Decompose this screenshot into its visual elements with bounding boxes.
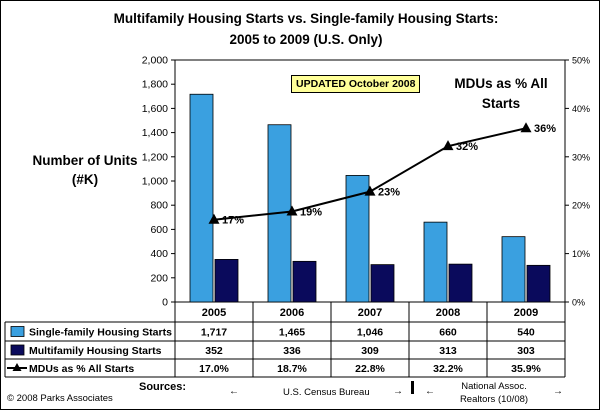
copyright-text: © 2008 Parks Associates (7, 393, 113, 404)
line-point-marker (286, 205, 298, 216)
right-axis-label-line1: MDUs as % All (454, 76, 548, 91)
table-cell-value: 309 (361, 345, 379, 357)
line-point-label: 17% (222, 215, 244, 227)
y-axis-label-line1: Number of Units (32, 153, 138, 168)
bar-multifamily (448, 263, 473, 303)
line-point-marker (520, 122, 532, 133)
x-category-label: 2006 (280, 307, 304, 319)
y-tick-label: 1,600 (142, 103, 168, 115)
x-category-label: 2007 (358, 307, 382, 319)
arrow-right-icon: → (553, 386, 563, 397)
y-tick-label: 200 (150, 272, 168, 284)
census-source: U.S. Census Bureau (283, 387, 370, 398)
y2-tick-label: 30% (572, 152, 590, 162)
bar-single-family (423, 221, 448, 303)
y2-tick-label: 10% (572, 249, 590, 259)
y-tick-label: 1,000 (142, 176, 168, 188)
line-point-label: 23% (378, 187, 400, 199)
y-axis-label: Number of Units (#K) (29, 151, 141, 189)
bar-multifamily (214, 259, 239, 303)
table-cell-value: 22.8% (355, 363, 385, 375)
legend-series-label: MDUs as % All Starts (29, 363, 134, 375)
y-tick-label: 400 (150, 248, 168, 260)
y2-tick-label: 20% (572, 201, 590, 211)
right-axis-label-line2: Starts (481, 96, 521, 111)
y2-tick-label: 50% (572, 56, 590, 66)
table-cell-value: 303 (517, 345, 535, 357)
y2-tick-label: 0% (572, 298, 585, 308)
table-cell-value: 352 (205, 345, 223, 357)
line-mdu-percent (213, 127, 527, 221)
national-source-line2: Realtors (10/08) (459, 394, 529, 405)
sources-label: Sources: (139, 381, 187, 393)
table-cell-value: 1,046 (357, 327, 383, 339)
line-point-label: 19% (300, 206, 322, 218)
right-axis-label: MDUs as % All Starts (447, 74, 555, 114)
y-tick-label: 600 (150, 224, 168, 236)
source-divider (411, 381, 414, 394)
legend-key-multifamily (10, 344, 25, 356)
table-cell-value: 540 (517, 327, 535, 339)
legend-key-single-family (10, 326, 25, 337)
updated-badge: UPDATED October 2008 (291, 75, 421, 93)
table-cell-value: 18.7% (277, 363, 307, 375)
table-cell-value: 32.2% (433, 363, 463, 375)
arrow-left-icon: ← (425, 386, 435, 397)
chart-title-line1: Multifamily Housing Starts vs. Single-fa… (113, 11, 499, 26)
line-point-marker (208, 213, 220, 224)
line-point-marker (364, 185, 376, 196)
bar-multifamily (370, 264, 395, 303)
x-category-label: 2005 (202, 307, 226, 319)
bar-multifamily (526, 264, 551, 303)
national-source-line1: National Assoc. (461, 381, 527, 392)
bar-multifamily (292, 260, 317, 303)
line-point-label: 36% (534, 123, 556, 135)
chart-title-line2: 2005 to 2009 (U.S. Only) (229, 32, 383, 47)
y-tick-label: 0 (162, 297, 168, 309)
table-cell-value: 17.0% (199, 363, 229, 375)
bar-single-family (501, 236, 526, 303)
chart-svg: 0 200 400 600 800 1,000 1,200 1,400 1,600 1,800 2,… (4, 55, 590, 378)
line-point-label: 32% (456, 141, 478, 153)
table-cell-value: 1,465 (279, 327, 305, 339)
arrow-left-icon: ← (229, 386, 239, 397)
y-tick-label: 1,800 (142, 79, 168, 91)
y2-tick-label: 40% (572, 104, 590, 114)
y-tick-label: 1,400 (142, 127, 168, 139)
line-point-marker (442, 140, 454, 151)
table-cell-value: 313 (439, 345, 457, 357)
x-category-label: 2008 (436, 307, 460, 319)
legend-key-marker (12, 363, 22, 371)
bar-single-family (345, 175, 370, 303)
y-tick-label: 800 (150, 200, 168, 212)
x-category-label: 2009 (514, 307, 538, 319)
legend-series-label: Multifamily Housing Starts (29, 345, 162, 357)
sources-footer: © 2008 Parks Associates Sources: ← U.S. … (1, 379, 599, 409)
table-cell-value: 1,717 (201, 327, 227, 339)
table-cell-value: 35.9% (511, 363, 541, 375)
table-cell-value: 336 (283, 345, 301, 357)
table-cell-value: 660 (439, 327, 457, 339)
arrow-right-icon: → (393, 386, 403, 397)
legend-series-label: Single-family Housing Starts (29, 327, 172, 339)
y-tick-label: 1,200 (142, 151, 168, 163)
y-axis-label-line2: (#K) (71, 172, 99, 187)
y-tick-label: 2,000 (142, 55, 168, 67)
bar-single-family (189, 93, 214, 303)
